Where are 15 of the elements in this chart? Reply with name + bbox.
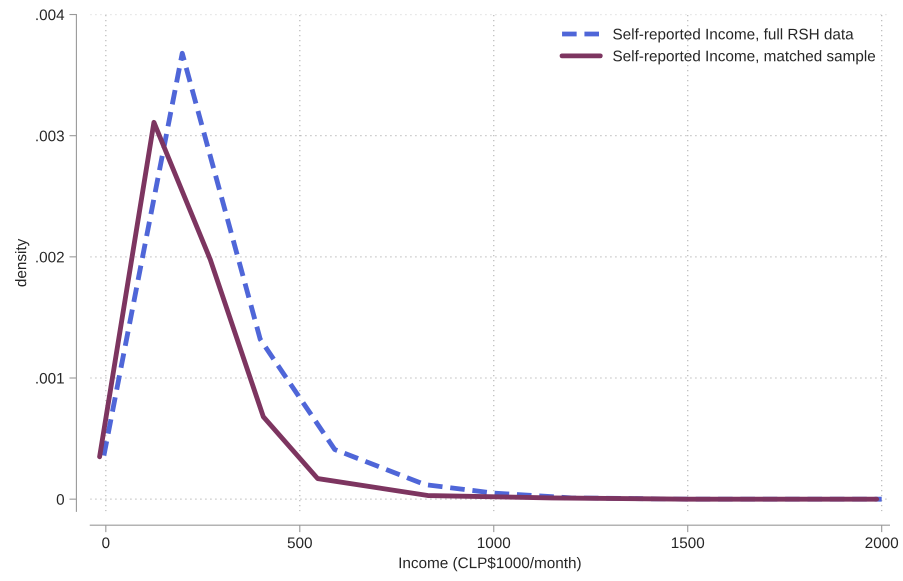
x-tick-label: 2000 <box>865 537 898 548</box>
y-tick-label: .004 <box>36 9 64 20</box>
line-series <box>97 120 880 502</box>
y-axis-title: density <box>15 238 30 286</box>
legend-label: Self-reported Income, full RSH data <box>613 28 854 43</box>
y-tick-label: 0 <box>56 494 64 505</box>
x-tick-label: 1500 <box>672 537 704 548</box>
x-tick-label: 0 <box>102 537 110 548</box>
y-tick-label: .002 <box>36 252 64 263</box>
y-tick-label: .003 <box>36 130 64 142</box>
y-tick-label: .001 <box>36 372 64 384</box>
x-axis-title: Income (CLP$1000/month) <box>400 556 581 572</box>
x-tick-label: 1000 <box>478 537 510 548</box>
legend-label: Self-reported Income, matched sample <box>613 50 876 64</box>
x-tick-label: 500 <box>288 537 312 548</box>
